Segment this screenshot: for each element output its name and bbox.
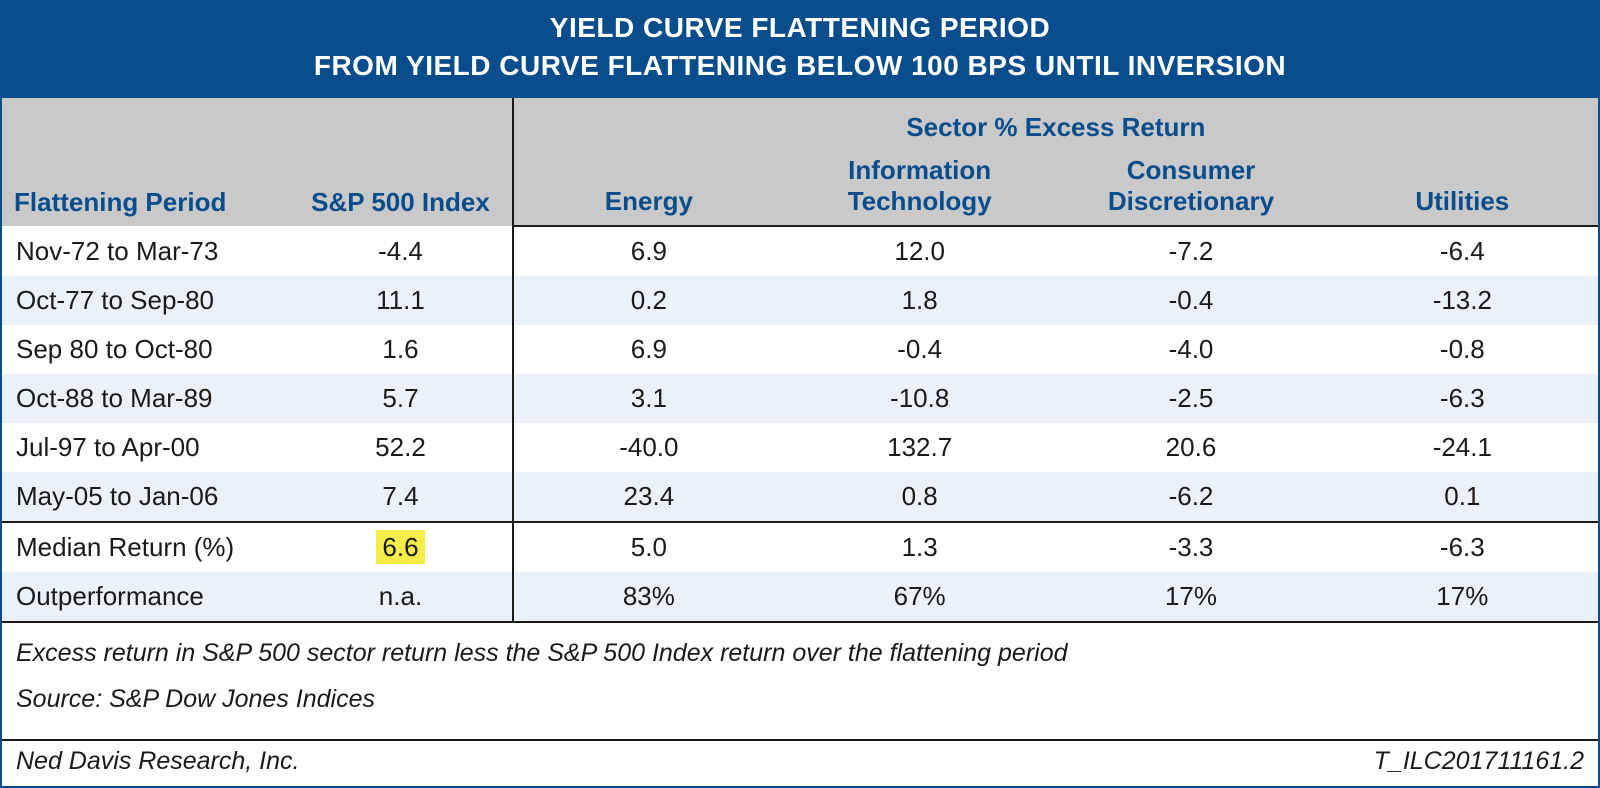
footer-right: T_ILC201711161.2 bbox=[1374, 747, 1584, 776]
cell-infotech: 1.3 bbox=[784, 522, 1055, 572]
cell-sp500-highlight: 6.6 bbox=[289, 522, 512, 572]
cell-period: Oct-88 to Mar-89 bbox=[2, 374, 289, 423]
cell-consdisc: -2.5 bbox=[1055, 374, 1326, 423]
cell-infotech: 12.0 bbox=[784, 226, 1055, 276]
col-header-infotech: Information Technology bbox=[784, 147, 1055, 226]
cell-energy: -40.0 bbox=[513, 423, 784, 472]
footnote-line-2: Source: S&P Dow Jones Indices bbox=[16, 679, 1584, 719]
cell-util: -13.2 bbox=[1327, 276, 1598, 325]
cell-consdisc: -4.0 bbox=[1055, 325, 1326, 374]
cell-sp500: n.a. bbox=[289, 572, 512, 621]
cell-util: 0.1 bbox=[1327, 472, 1598, 522]
outperformance-row: Outperformance n.a. 83% 67% 17% 17% bbox=[2, 572, 1598, 621]
cell-period: Oct-77 to Sep-80 bbox=[2, 276, 289, 325]
cell-period: Nov-72 to Mar-73 bbox=[2, 226, 289, 276]
table-row: Jul-97 to Apr-00 52.2 -40.0 132.7 20.6 -… bbox=[2, 423, 1598, 472]
cell-consdisc: 17% bbox=[1055, 572, 1326, 621]
col-header-sp500: S&P 500 Index bbox=[289, 98, 512, 226]
title-line-2: FROM YIELD CURVE FLATTENING BELOW 100 BP… bbox=[2, 50, 1598, 82]
cell-sp500: 7.4 bbox=[289, 472, 512, 522]
table-row: Sep 80 to Oct-80 1.6 6.9 -0.4 -4.0 -0.8 bbox=[2, 325, 1598, 374]
cell-energy: 3.1 bbox=[513, 374, 784, 423]
cell-energy: 6.9 bbox=[513, 325, 784, 374]
cell-infotech: -0.4 bbox=[784, 325, 1055, 374]
cell-consdisc: -6.2 bbox=[1055, 472, 1326, 522]
cell-util: -6.3 bbox=[1327, 522, 1598, 572]
footer-left: Ned Davis Research, Inc. bbox=[16, 747, 299, 776]
col-header-util: Utilities bbox=[1327, 147, 1598, 226]
cell-sp500: -4.4 bbox=[289, 226, 512, 276]
cell-util: -24.1 bbox=[1327, 423, 1598, 472]
col-header-energy: Energy bbox=[513, 147, 784, 226]
cell-energy: 23.4 bbox=[513, 472, 784, 522]
cell-util: -6.4 bbox=[1327, 226, 1598, 276]
cell-consdisc: -3.3 bbox=[1055, 522, 1326, 572]
cell-period: Sep 80 to Oct-80 bbox=[2, 325, 289, 374]
cell-consdisc: -7.2 bbox=[1055, 226, 1326, 276]
data-table: Flattening Period S&P 500 Index Sector %… bbox=[2, 98, 1598, 621]
footer-row: Ned Davis Research, Inc. T_ILC201711161.… bbox=[2, 739, 1598, 786]
cell-sp500: 1.6 bbox=[289, 325, 512, 374]
cell-util: -0.8 bbox=[1327, 325, 1598, 374]
cell-sp500: 11.1 bbox=[289, 276, 512, 325]
table-row: Nov-72 to Mar-73 -4.4 6.9 12.0 -7.2 -6.4 bbox=[2, 226, 1598, 276]
cell-util: -6.3 bbox=[1327, 374, 1598, 423]
table-row: May-05 to Jan-06 7.4 23.4 0.8 -6.2 0.1 bbox=[2, 472, 1598, 522]
col-spanner-sector: Sector % Excess Return bbox=[513, 98, 1598, 147]
median-row: Median Return (%) 6.6 5.0 1.3 -3.3 -6.3 bbox=[2, 522, 1598, 572]
cell-consdisc: 20.6 bbox=[1055, 423, 1326, 472]
table-row: Oct-88 to Mar-89 5.7 3.1 -10.8 -2.5 -6.3 bbox=[2, 374, 1598, 423]
cell-consdisc: -0.4 bbox=[1055, 276, 1326, 325]
cell-util: 17% bbox=[1327, 572, 1598, 621]
footnote-block: Excess return in S&P 500 sector return l… bbox=[2, 621, 1598, 739]
cell-label: Outperformance bbox=[2, 572, 289, 621]
cell-sp500: 52.2 bbox=[289, 423, 512, 472]
cell-infotech: 0.8 bbox=[784, 472, 1055, 522]
cell-label: Median Return (%) bbox=[2, 522, 289, 572]
col-header-consdisc: Consumer Discretionary bbox=[1055, 147, 1326, 226]
cell-infotech: 1.8 bbox=[784, 276, 1055, 325]
cell-infotech: -10.8 bbox=[784, 374, 1055, 423]
cell-sp500: 5.7 bbox=[289, 374, 512, 423]
cell-energy: 5.0 bbox=[513, 522, 784, 572]
yield-curve-table: YIELD CURVE FLATTENING PERIOD FROM YIELD… bbox=[0, 0, 1600, 788]
title-line-1: YIELD CURVE FLATTENING PERIOD bbox=[2, 12, 1598, 44]
table-row: Oct-77 to Sep-80 11.1 0.2 1.8 -0.4 -13.2 bbox=[2, 276, 1598, 325]
title-block: YIELD CURVE FLATTENING PERIOD FROM YIELD… bbox=[2, 2, 1598, 98]
cell-energy: 0.2 bbox=[513, 276, 784, 325]
cell-energy: 83% bbox=[513, 572, 784, 621]
cell-period: Jul-97 to Apr-00 bbox=[2, 423, 289, 472]
cell-infotech: 132.7 bbox=[784, 423, 1055, 472]
cell-period: May-05 to Jan-06 bbox=[2, 472, 289, 522]
cell-energy: 6.9 bbox=[513, 226, 784, 276]
col-header-period: Flattening Period bbox=[2, 98, 289, 226]
cell-infotech: 67% bbox=[784, 572, 1055, 621]
footnote-line-1: Excess return in S&P 500 sector return l… bbox=[16, 633, 1584, 673]
table-body: Nov-72 to Mar-73 -4.4 6.9 12.0 -7.2 -6.4… bbox=[2, 226, 1598, 621]
